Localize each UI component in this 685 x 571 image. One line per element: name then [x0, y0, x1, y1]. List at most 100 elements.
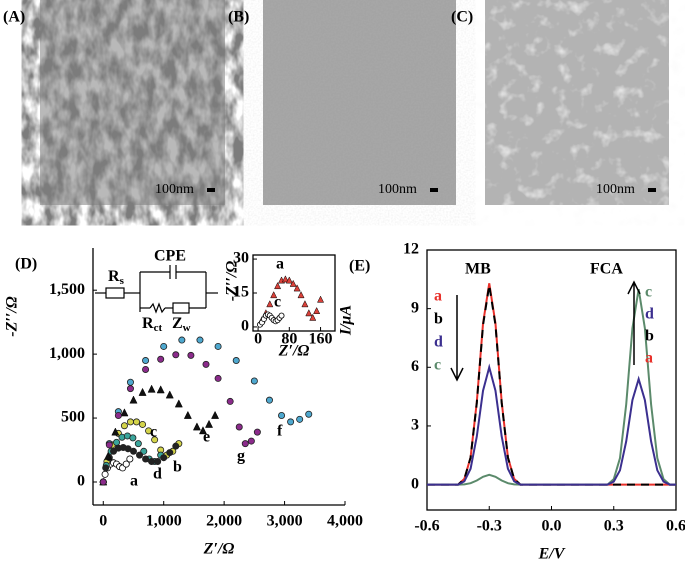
marker	[126, 418, 134, 426]
marker	[270, 291, 278, 299]
marker	[214, 374, 222, 382]
scale-bar	[207, 188, 215, 192]
marker	[160, 454, 168, 462]
y-axis-label: -Z′′/Ω	[4, 296, 21, 337]
marker	[196, 336, 204, 344]
marker	[293, 284, 301, 292]
sem-a-texture	[40, 0, 225, 205]
circuit-label: Zw	[172, 315, 191, 334]
marker	[102, 464, 110, 472]
x-tick-label: 0	[254, 331, 262, 348]
marker	[129, 395, 138, 404]
marker	[241, 440, 249, 448]
marker	[139, 420, 147, 428]
legend-label: c	[434, 357, 441, 374]
marker	[113, 438, 121, 446]
series-line	[427, 283, 676, 486]
circuit-label: Rs	[108, 268, 125, 287]
marker	[278, 312, 285, 319]
marker	[142, 357, 150, 365]
marker	[133, 418, 141, 426]
marker	[151, 436, 159, 444]
y-tick-label: 1,000	[49, 345, 85, 362]
panel-label: (B)	[228, 9, 249, 26]
marker	[99, 478, 107, 486]
circuit-label-sub: w	[183, 322, 191, 334]
x-tick-label: -0.3	[477, 518, 502, 535]
marker	[114, 411, 122, 419]
marker	[165, 390, 174, 399]
marker	[205, 419, 214, 428]
marker	[278, 411, 286, 419]
legend-label: b	[645, 328, 654, 345]
scale-label: 100nm	[378, 182, 417, 197]
y-tick-label: 0	[77, 473, 85, 490]
marker	[178, 336, 186, 344]
marker	[265, 396, 273, 404]
marker	[134, 440, 142, 448]
marker	[172, 442, 180, 450]
marker	[317, 295, 325, 303]
y-tick-label: 3	[411, 417, 419, 434]
x-tick-label: 160	[309, 331, 333, 348]
series-label: c	[150, 424, 157, 441]
y-tick-label: 12	[403, 241, 419, 258]
y-axis-label: -Z′′/Ω	[224, 261, 241, 302]
y-tick-label: 6	[411, 358, 419, 375]
marker	[287, 418, 295, 426]
marker	[147, 384, 156, 393]
scale-label: 100nm	[155, 182, 194, 197]
marker	[138, 387, 147, 396]
marker	[120, 422, 128, 430]
series-line	[427, 288, 676, 486]
x-tick-label: 2,000	[206, 513, 242, 530]
scale-bar	[430, 188, 438, 192]
marker	[232, 357, 240, 365]
marker	[172, 351, 180, 359]
marker	[183, 410, 192, 419]
circuit-label-text: R	[142, 315, 154, 332]
marker	[266, 300, 274, 308]
marker	[301, 300, 309, 308]
circuit-label: Rct	[142, 315, 162, 334]
y-tick-label: 1,500	[49, 281, 85, 298]
legend-label: b	[434, 311, 443, 328]
legend-label: d	[434, 334, 443, 351]
series-line	[427, 363, 676, 486]
x-tick-label: 0.3	[604, 518, 624, 535]
marker	[110, 447, 118, 455]
circuit-label-sub: s	[120, 275, 125, 287]
series-label: d	[153, 466, 162, 483]
sem-images: (A) (B) (C) 100nm 100nm 100nm	[3, 0, 669, 205]
marker	[226, 397, 234, 405]
marker	[274, 282, 282, 290]
marker	[129, 434, 137, 442]
circuit-label: CPE	[154, 248, 186, 265]
series-label: a	[130, 473, 138, 490]
legend-label: c	[645, 284, 652, 301]
marker	[198, 426, 207, 435]
annotation: MB	[465, 261, 491, 278]
x-axis-label: Z′/Ω	[203, 541, 235, 558]
x-tick-label: 0.0	[542, 518, 562, 535]
x-tick-label: 1,000	[146, 513, 182, 530]
marker	[142, 455, 150, 463]
marker	[296, 415, 304, 423]
x-tick-label: -0.6	[414, 518, 439, 535]
sem-c-texture	[485, 0, 669, 205]
series-label: a	[276, 256, 284, 273]
series-label: b	[173, 459, 182, 476]
x-tick-label: 0.6	[666, 518, 685, 535]
y-tick-label: 500	[61, 409, 85, 426]
scale-label: 100nm	[596, 182, 635, 197]
y-axis-label: I/μA	[338, 305, 355, 337]
marker	[174, 399, 183, 408]
marker	[101, 470, 109, 478]
marker	[126, 455, 134, 463]
marker	[104, 451, 113, 460]
marker	[166, 449, 174, 457]
marker	[211, 410, 220, 419]
circuit-label-text: R	[108, 268, 120, 285]
marker	[160, 342, 168, 350]
marker	[253, 428, 261, 436]
